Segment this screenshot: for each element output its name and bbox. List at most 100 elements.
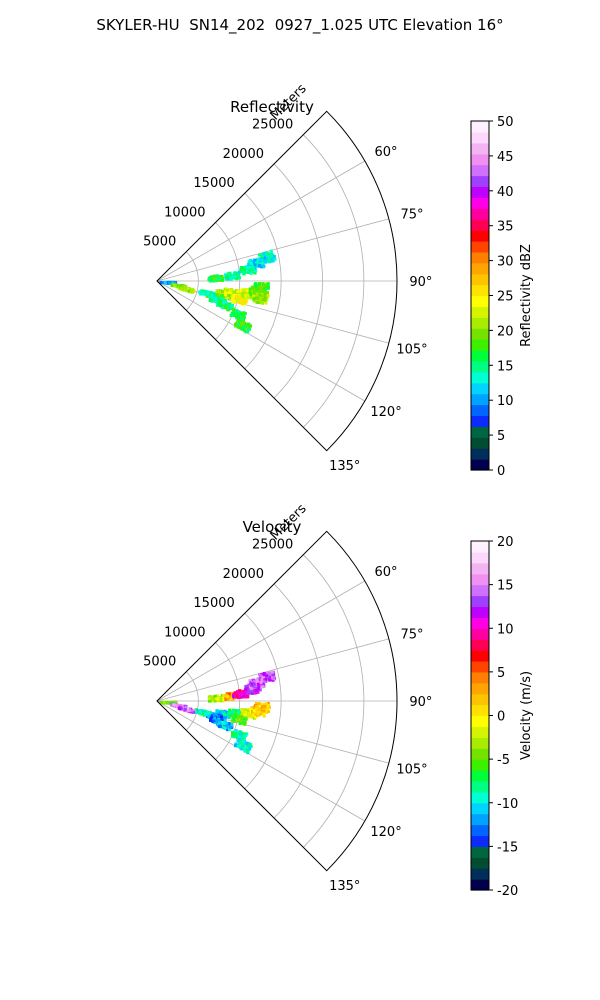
echo-cell	[266, 282, 270, 286]
echo-cell	[234, 717, 238, 721]
echo-cell	[212, 719, 216, 723]
echo-cell	[228, 710, 232, 714]
colorbar-swatch	[471, 584, 489, 597]
panel-title: Reflectivity	[230, 98, 314, 116]
echo-cell	[250, 262, 253, 265]
echo-cell	[186, 287, 190, 291]
echo-cell	[253, 679, 257, 683]
echo-cell	[267, 710, 271, 714]
colorbar-swatch	[471, 186, 489, 198]
echo-cell	[221, 290, 224, 294]
echo-cell	[247, 683, 251, 687]
echo-cell	[232, 694, 236, 698]
echo-cell	[208, 699, 212, 703]
echo-cell	[258, 673, 262, 677]
echo-cell	[211, 698, 215, 701]
echo-cell	[252, 712, 256, 716]
echo-cell	[249, 287, 253, 291]
echo-cell	[251, 709, 254, 713]
colorbar-tick-label: 10	[497, 394, 514, 409]
echo-cell	[247, 687, 251, 691]
echo-cell	[160, 701, 164, 705]
echo-cell	[248, 679, 252, 683]
echo-cell	[237, 273, 241, 277]
echo-cell	[245, 713, 249, 717]
colorbar-swatch	[471, 197, 489, 209]
echo-cell	[273, 255, 276, 258]
echo-cell	[263, 679, 267, 683]
echo-cell	[252, 709, 256, 713]
echo-layer	[160, 670, 277, 755]
echo-cell	[216, 717, 220, 721]
echo-cell	[233, 732, 237, 736]
echo-cell	[267, 258, 271, 262]
echo-cell	[257, 287, 261, 291]
echo-cell	[242, 272, 246, 276]
echo-cell	[254, 712, 258, 716]
echo-cell	[201, 712, 204, 716]
azimuth-gridline	[156, 160, 366, 282]
colorbar-swatch	[471, 879, 489, 891]
echo-cell	[265, 285, 269, 289]
echo-cell	[271, 672, 275, 676]
echo-cell	[266, 706, 270, 710]
echo-cell	[247, 742, 251, 746]
colorbar-swatch	[471, 628, 489, 640]
echo-cell	[241, 695, 245, 698]
echo-cell	[236, 313, 240, 316]
echo-cell	[262, 682, 266, 686]
echo-cell	[260, 706, 264, 710]
echo-cell	[211, 695, 214, 699]
echo-cell	[246, 322, 250, 326]
colorbar-swatch	[471, 131, 489, 144]
azimuth-gridline	[156, 280, 389, 344]
echo-cell	[259, 289, 263, 293]
colorbar-swatch	[471, 573, 489, 586]
echo-cell	[183, 707, 187, 711]
colorbar-swatch	[471, 142, 489, 155]
echo-cell	[254, 710, 258, 714]
echo-cell	[208, 293, 212, 297]
colorbar-swatch	[471, 295, 489, 308]
azimuth-gridline	[156, 580, 366, 702]
colorbar-swatch	[471, 273, 489, 286]
echo-cell	[216, 277, 220, 281]
echo-cell	[228, 302, 232, 306]
echo-cell	[231, 697, 235, 701]
echo-cell	[224, 292, 228, 296]
echo-cell	[235, 296, 239, 300]
echo-cell	[251, 270, 255, 274]
echo-cell	[215, 694, 219, 698]
echo-cell	[224, 694, 228, 697]
colorbar-swatch	[471, 606, 489, 618]
echo-cell	[273, 257, 277, 261]
colorbar-swatch	[471, 693, 489, 706]
echo-cell	[220, 716, 224, 720]
echo-cell	[238, 692, 242, 695]
echo-cell	[239, 312, 243, 316]
echo-cell	[159, 281, 163, 285]
echo-cell	[247, 262, 251, 266]
echo-cell	[240, 716, 244, 720]
echo-cell	[262, 252, 266, 256]
echo-cell	[247, 327, 251, 331]
echo-cell	[224, 295, 227, 299]
echo-cell	[234, 744, 238, 748]
echo-cell	[254, 701, 258, 705]
echo-cell	[231, 275, 235, 279]
range-tick-label: 10000	[164, 625, 205, 640]
echo-cell	[220, 724, 224, 728]
echo-cell	[191, 708, 195, 712]
echo-cell	[246, 330, 250, 334]
echo-cell	[246, 709, 250, 712]
colorbar-swatch	[471, 846, 489, 858]
echo-cell	[234, 692, 238, 696]
echo-cell	[209, 278, 213, 281]
echo-cell	[263, 704, 267, 708]
azimuth-gridline	[156, 638, 389, 702]
echo-cell	[262, 676, 266, 680]
echo-cell	[239, 295, 242, 299]
echo-cell	[244, 742, 248, 746]
echo-cell	[247, 270, 251, 274]
azimuth-tick-label: 60°	[375, 145, 398, 160]
